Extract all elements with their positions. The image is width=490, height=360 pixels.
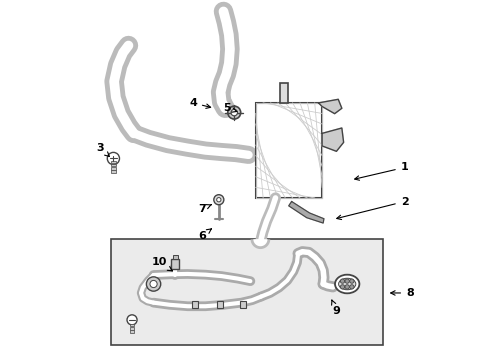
Circle shape xyxy=(345,279,349,283)
Bar xyxy=(240,301,246,308)
Circle shape xyxy=(217,198,221,202)
Text: 9: 9 xyxy=(332,300,341,316)
Circle shape xyxy=(341,285,344,289)
Circle shape xyxy=(147,277,161,291)
Text: 3: 3 xyxy=(96,143,109,157)
Bar xyxy=(217,301,223,308)
Bar xyxy=(130,324,134,326)
Polygon shape xyxy=(322,128,343,151)
Bar xyxy=(111,161,116,163)
Text: 7: 7 xyxy=(198,204,211,214)
Circle shape xyxy=(350,285,354,289)
Circle shape xyxy=(107,152,120,165)
Bar xyxy=(111,239,383,345)
Circle shape xyxy=(127,315,137,325)
Text: 10: 10 xyxy=(151,257,172,271)
Bar xyxy=(130,330,134,333)
Bar xyxy=(171,258,179,269)
Bar xyxy=(111,170,116,173)
Circle shape xyxy=(228,106,241,119)
Circle shape xyxy=(231,109,238,116)
Circle shape xyxy=(341,279,344,283)
Bar xyxy=(130,327,134,329)
Text: 5: 5 xyxy=(223,103,237,113)
Text: 6: 6 xyxy=(198,229,211,240)
Ellipse shape xyxy=(339,278,356,290)
Ellipse shape xyxy=(335,275,359,293)
Circle shape xyxy=(214,195,224,205)
Text: 8: 8 xyxy=(391,288,414,298)
Circle shape xyxy=(350,279,354,283)
Polygon shape xyxy=(318,99,342,114)
Bar xyxy=(256,103,322,198)
Circle shape xyxy=(150,280,157,288)
Polygon shape xyxy=(289,202,324,223)
Bar xyxy=(192,301,197,308)
Bar xyxy=(172,255,177,258)
Bar xyxy=(111,167,116,170)
Bar xyxy=(111,164,116,166)
Text: 1: 1 xyxy=(355,162,409,180)
Text: 2: 2 xyxy=(337,197,409,220)
Text: 4: 4 xyxy=(189,98,211,108)
Circle shape xyxy=(345,285,349,289)
Bar xyxy=(280,83,288,103)
